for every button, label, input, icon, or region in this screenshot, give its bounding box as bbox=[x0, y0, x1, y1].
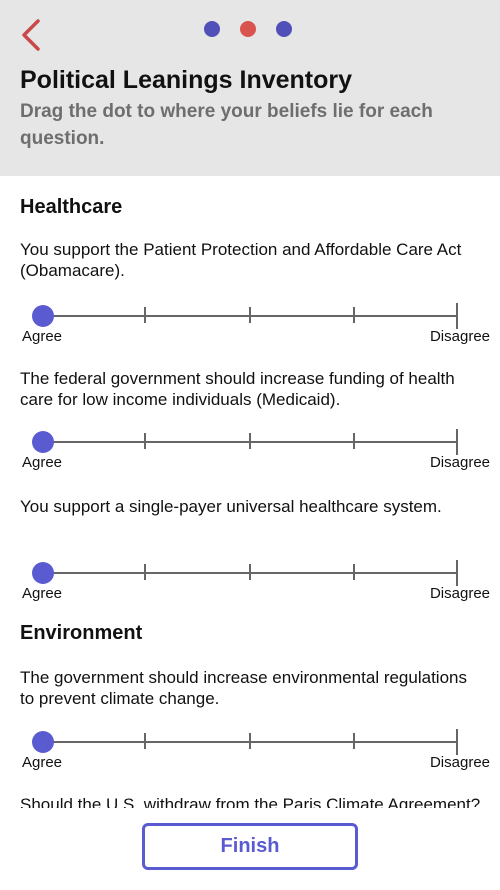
back-button[interactable] bbox=[18, 18, 46, 52]
agree-label: Agree bbox=[22, 585, 63, 602]
agree-label: Agree bbox=[22, 328, 63, 345]
slider-tick-end bbox=[456, 429, 458, 455]
disagree-label: Disagree bbox=[429, 454, 490, 471]
slider-tick bbox=[249, 307, 251, 323]
header: Political Leanings Inventory Drag the do… bbox=[0, 0, 500, 176]
disagree-label: Disagree bbox=[429, 328, 490, 345]
section-title-environment: Environment bbox=[20, 622, 143, 644]
disagree-label: Disagree bbox=[429, 754, 490, 771]
slider-tick-end bbox=[456, 303, 458, 329]
slider-tick bbox=[249, 564, 251, 580]
question-text: The federal government should increase f… bbox=[20, 369, 455, 409]
finish-button[interactable]: Finish bbox=[142, 823, 358, 870]
progress-dot-2-active[interactable] bbox=[240, 21, 256, 37]
slider-tick bbox=[353, 307, 355, 323]
slider-thumb[interactable] bbox=[32, 305, 54, 327]
slider-tick bbox=[249, 733, 251, 749]
slider-tick bbox=[353, 433, 355, 449]
agreement-slider[interactable]: Agree Disagree bbox=[20, 726, 490, 772]
question-text: You support the Patient Protection and A… bbox=[20, 240, 462, 280]
slider-tick bbox=[249, 433, 251, 449]
slider-thumb[interactable] bbox=[32, 431, 54, 453]
slider-tick bbox=[353, 733, 355, 749]
page-subtitle: Drag the dot to where your beliefs lie f… bbox=[20, 101, 433, 149]
disagree-label: Disagree bbox=[429, 585, 490, 602]
question-list[interactable]: Healthcare You support the Patient Prote… bbox=[0, 176, 500, 808]
slider-thumb[interactable] bbox=[32, 731, 54, 753]
progress-dot-1[interactable] bbox=[204, 21, 220, 37]
agreement-slider[interactable]: Agree Disagree bbox=[20, 426, 490, 472]
slider-tick-end bbox=[456, 729, 458, 755]
slider-tick bbox=[144, 307, 146, 323]
agreement-slider[interactable]: Agree Disagree bbox=[20, 300, 490, 346]
question-text: Should the U.S. withdraw from the Paris … bbox=[20, 795, 481, 808]
chevron-left-icon bbox=[22, 19, 40, 51]
question-text: The government should increase environme… bbox=[20, 668, 467, 708]
progress-dot-3[interactable] bbox=[276, 21, 292, 37]
agreement-slider[interactable]: Agree Disagree bbox=[20, 557, 490, 603]
footer: Finish bbox=[0, 808, 500, 890]
section-title-healthcare: Healthcare bbox=[20, 196, 123, 218]
page-title: Political Leanings Inventory bbox=[20, 66, 353, 94]
question-text: You support a single-payer universal hea… bbox=[20, 497, 442, 516]
slider-tick bbox=[353, 564, 355, 580]
slider-thumb[interactable] bbox=[32, 562, 54, 584]
slider-tick bbox=[144, 564, 146, 580]
slider-tick bbox=[144, 433, 146, 449]
progress-dots bbox=[200, 21, 300, 37]
agree-label: Agree bbox=[22, 454, 63, 471]
agree-label: Agree bbox=[22, 754, 63, 771]
slider-tick bbox=[144, 733, 146, 749]
slider-tick-end bbox=[456, 560, 458, 586]
